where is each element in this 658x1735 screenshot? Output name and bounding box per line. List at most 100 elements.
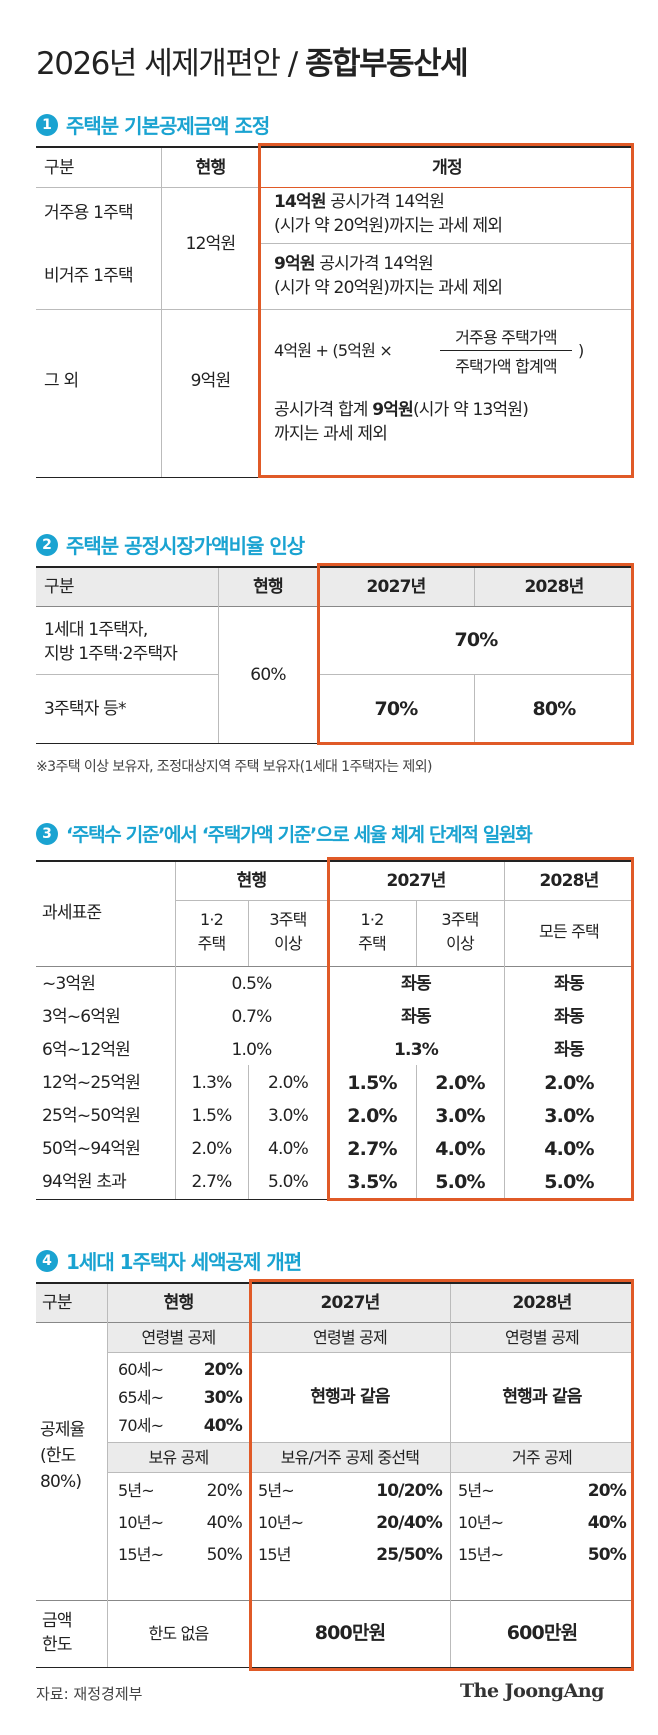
age-key: 70세~ xyxy=(118,1416,164,1435)
header-2028: 2028년 xyxy=(524,577,585,597)
section-title: ‘주택수 기준’에서 ‘주택가액 기준’으로 세율 체계 단계적 일원화 xyxy=(66,824,533,846)
age-value: 30% xyxy=(203,1388,243,1408)
hold-value: 50% xyxy=(206,1545,243,1565)
revised-text-post: (시가 약 13억원) xyxy=(412,400,529,420)
divider xyxy=(36,309,634,310)
hold-key: 15년~ xyxy=(118,1545,164,1564)
page-title: 2026년 세제개편안 / 종합부동산세 xyxy=(36,38,469,83)
rate-2027: 좌동 xyxy=(401,974,431,994)
revised-text-rest: 공시가격 14억원 xyxy=(325,192,445,212)
row-label: 지방 1주택·2주택자 xyxy=(44,644,178,664)
rate-2027-3plus: 4.0% xyxy=(435,1138,485,1160)
divider xyxy=(175,900,634,901)
divider xyxy=(107,1284,108,1667)
header-current: 현행 xyxy=(253,577,283,597)
title-prefix: 2026년 세제개편안 / xyxy=(36,46,306,82)
hold-key-2027: 10년~ xyxy=(258,1513,304,1532)
sub-header: 주택 xyxy=(358,934,387,953)
formula-fraction: 거주용 주택가액 주택가액 합계액 xyxy=(440,324,572,377)
fraction-bar xyxy=(440,350,572,351)
hold-value-2027: 25/50% xyxy=(376,1545,443,1565)
rate-label: 공제율 xyxy=(40,1420,85,1440)
limit-2027: 800만원 xyxy=(314,1622,386,1644)
divider xyxy=(36,966,634,967)
sub-header: 3주택 xyxy=(269,910,307,929)
title-topic: 종합부동산세 xyxy=(305,46,469,82)
current-value: 9억원 xyxy=(190,371,232,391)
revised-text: 공시가격 합계 9억원(시가 약 13억원) xyxy=(274,398,529,422)
ratio-2027: 70% xyxy=(374,698,418,720)
ratio-2027-2028: 70% xyxy=(454,629,498,651)
hold-key-2027: 15년 xyxy=(258,1545,291,1564)
revised-text: 14억원 공시가격 14억원 xyxy=(274,190,445,214)
rate-row-label: 3억~6억원 xyxy=(42,1007,121,1027)
sub-header: 주택 xyxy=(197,934,227,953)
section-4-heading: 4 1세대 1주택자 세액공제 개편 xyxy=(36,1246,302,1275)
residence-value-2028: 50% xyxy=(587,1545,627,1565)
rate-2028: 3.0% xyxy=(544,1105,594,1127)
rate-current-3plus: 4.0% xyxy=(268,1139,309,1159)
revised-text: 까지는 과세 제외 xyxy=(274,424,388,444)
rate-row-label: 50억~94억원 xyxy=(42,1139,141,1159)
residence-value-2028: 40% xyxy=(587,1513,627,1533)
row-label: 거주용 1주택 xyxy=(44,203,134,223)
divider xyxy=(450,1284,451,1667)
limit-current: 한도 없음 xyxy=(148,1624,210,1643)
revised-highlight-box xyxy=(327,857,634,1201)
sub-header: 이상 xyxy=(274,934,303,953)
rate-current-3plus: 3.0% xyxy=(268,1106,309,1126)
revised-highlight-box xyxy=(258,143,634,478)
section-number-badge: 4 xyxy=(36,1249,58,1272)
section-3-heading: 3 ‘주택수 기준’에서 ‘주택가액 기준’으로 세율 체계 단계적 일원화 xyxy=(36,820,533,847)
revised-text: (시가 약 20억원)까지는 과세 제외 xyxy=(274,216,503,236)
hold-value-2027: 20/40% xyxy=(376,1513,443,1533)
rate-current-3plus: 5.0% xyxy=(268,1172,309,1192)
divider xyxy=(175,862,176,1199)
divider xyxy=(416,900,417,966)
header-gubun: 구분 xyxy=(44,577,74,597)
section-number-badge: 2 xyxy=(36,533,58,556)
row-label: 3주택자 등* xyxy=(44,699,126,719)
source-credit: 자료: 재정경제부 xyxy=(36,1685,143,1703)
divider xyxy=(260,243,634,244)
rate-2028: 2.0% xyxy=(544,1072,594,1094)
rate-2027-3plus: 2.0% xyxy=(435,1072,485,1094)
rate-current: 0.5% xyxy=(231,974,273,994)
formula-close: ) xyxy=(578,341,584,360)
rate-2028: 좌동 xyxy=(554,1040,584,1060)
hold-value-2027: 10/20% xyxy=(376,1481,443,1501)
divider xyxy=(36,606,634,607)
divider xyxy=(474,568,475,606)
revised-amount: 14억원 xyxy=(274,192,327,212)
header-2027: 2027년 xyxy=(366,577,427,597)
subheader-background xyxy=(107,1322,634,1352)
divider xyxy=(248,900,249,966)
hold-key-2027: 5년~ xyxy=(258,1481,295,1500)
hold-value: 20% xyxy=(206,1481,243,1501)
formula-denominator: 주택가액 합계액 xyxy=(455,357,558,376)
header-gubun: 구분 xyxy=(42,1293,72,1313)
age-deduction-title: 연령별 공제 xyxy=(313,1328,388,1347)
rate-2027-3plus: 5.0% xyxy=(435,1171,485,1193)
rate-current-1-2: 2.7% xyxy=(191,1172,233,1192)
table-2: 구분 현행 2027년 2028년 1세대 1주택자, 지방 1주택·2주택자 … xyxy=(36,563,634,745)
rate-current: 0.7% xyxy=(231,1007,273,1027)
revised-amount: 9억원 xyxy=(372,400,414,420)
sub-header: 1·2 xyxy=(360,910,384,929)
rate-row-label: 25억~50억원 xyxy=(42,1106,141,1126)
residence-deduction-title: 거주 공제 xyxy=(512,1448,573,1467)
residence-key-2028: 10년~ xyxy=(458,1513,504,1532)
rate-current-1-2: 1.5% xyxy=(191,1106,233,1126)
hold-value: 40% xyxy=(206,1513,243,1533)
header-base: 과세표준 xyxy=(42,903,102,923)
divider xyxy=(36,1667,634,1668)
top-rule xyxy=(36,860,634,862)
row-label: 1세대 1주택자, xyxy=(44,620,148,640)
age-deduction-title: 연령별 공제 xyxy=(141,1328,217,1347)
publisher-logo: The JoongAng xyxy=(460,1680,604,1702)
age-key: 60세~ xyxy=(118,1360,164,1379)
rate-2027-1-2: 1.5% xyxy=(347,1072,397,1094)
header-2027: 2027년 xyxy=(320,1293,381,1313)
same-as-current: 현행과 같음 xyxy=(502,1387,582,1407)
rate-row-label: 6억~12억원 xyxy=(42,1040,131,1060)
